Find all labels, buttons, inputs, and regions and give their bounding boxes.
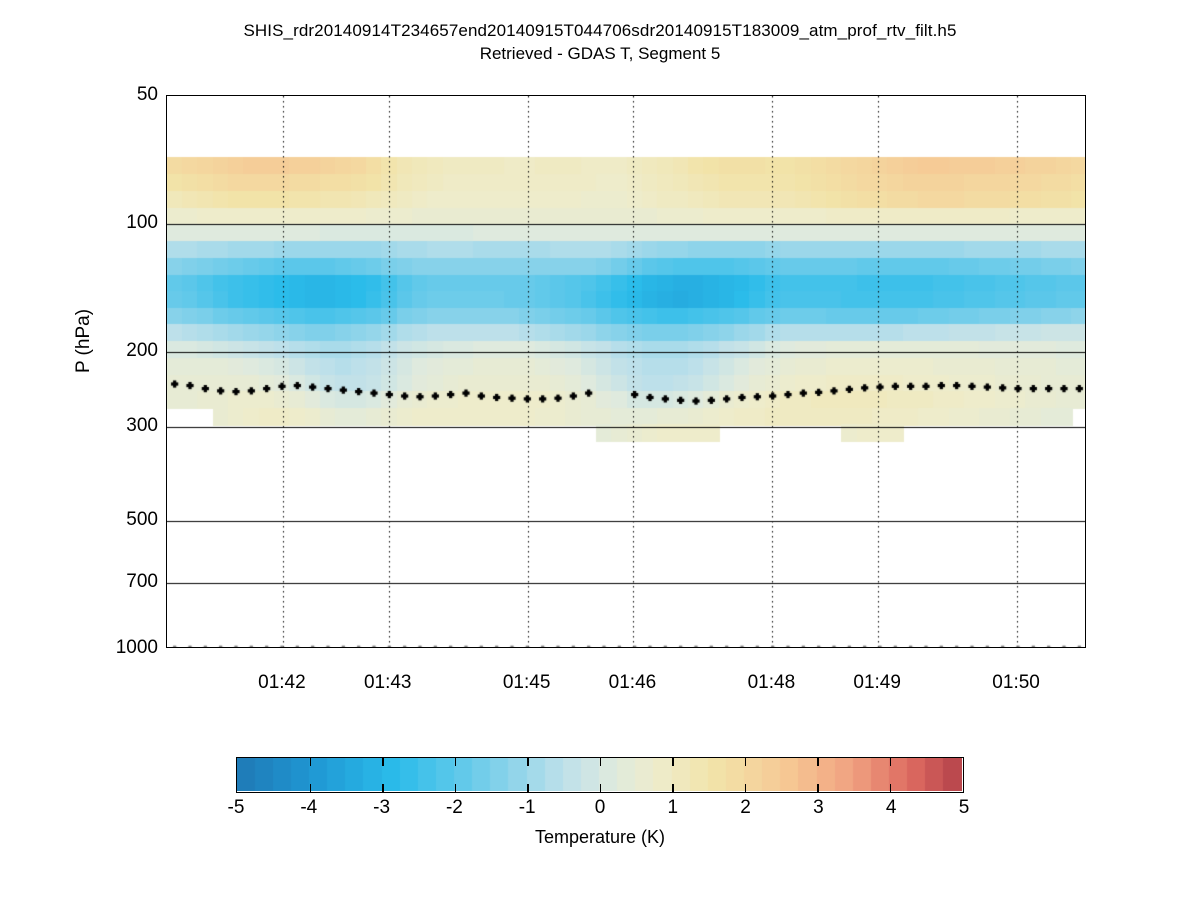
colorbar-tick-mark	[889, 758, 891, 766]
colorbar-title: Temperature (K)	[534, 827, 666, 847]
colorbar-tick-mark	[527, 784, 529, 792]
colorbar-tick-mark	[672, 758, 674, 766]
colorbar-tick-labels: -5 -4 -3 -2 -1 0 1 2 3 4 5	[228, 797, 970, 823]
x-axis-tick-01-48: 01:48	[747, 672, 796, 693]
colorbar-tick-label--3: -3	[373, 797, 391, 818]
x-axis-tick-01-49: 01:49	[853, 672, 901, 693]
heatmap-plot-area	[166, 95, 1086, 648]
colorbar-tick-mark	[817, 784, 819, 792]
x-axis-tick-01-45: 01:45	[502, 672, 551, 693]
colorbar-tick-mark	[744, 784, 746, 792]
colorbar-tick-label--1: -1	[518, 797, 536, 818]
colorbar-tick-mark	[309, 784, 311, 792]
colorbar-tick-mark	[599, 758, 601, 766]
colorbar-tick-mark	[672, 784, 674, 792]
chart-title-block: SHIS_rdr20140914T234657end20140915T04470…	[0, 20, 1200, 66]
x-axis-tick-01-42: 01:42	[258, 672, 306, 693]
colorbar-tick-mark	[889, 784, 891, 792]
colorbar-tick-label--5: -5	[227, 797, 245, 818]
y-axis-tick-300: 300	[126, 414, 158, 436]
y-axis-tick-labels: 50 100 200 300 500 700 1000	[86, 84, 158, 658]
y-axis-tick-200: 200	[126, 339, 158, 361]
colorbar[interactable]	[236, 757, 964, 793]
colorbar-tick-mark	[382, 758, 384, 766]
y-axis-tick-100: 100	[126, 211, 158, 233]
y-axis-tick-500: 500	[126, 509, 158, 531]
colorbar-tick-label--2: -2	[445, 797, 463, 818]
x-axis-tick-01-50: 01:50	[992, 672, 1040, 693]
colorbar-tick-mark	[599, 784, 601, 792]
x-axis-tick-01-43: 01:43	[363, 672, 412, 693]
x-axis-tick-01-46: 01:46	[608, 672, 657, 693]
colorbar-tick-mark	[454, 784, 456, 792]
x-axis-tick-labels: 01:42 01:43 01:45 01:46 01:48 01:49 01:50	[166, 672, 1086, 698]
page-title: SHIS_rdr20140914T234657end20140915T04470…	[243, 21, 957, 40]
colorbar-tick-label-0: 0	[594, 797, 606, 818]
colorbar-tick-mark	[454, 758, 456, 766]
colorbar-tick-mark	[382, 784, 384, 792]
colorbar-block: -5 -4 -3 -2 -1 0 1 2 3 4 5 Temperature (K)	[228, 757, 970, 848]
colorbar-tick-mark	[527, 758, 529, 766]
colorbar-tick-label-1: 1	[667, 797, 679, 818]
y-axis-title: P (hPa)	[73, 308, 94, 374]
colorbar-tick-label-4: 4	[885, 797, 897, 818]
profile-marker-layer	[167, 96, 1085, 647]
colorbar-tick-label-5: 5	[958, 797, 970, 818]
y-axis-tick-700: 700	[126, 571, 158, 593]
chart-subtitle: Retrieved - GDAS T, Segment 5	[479, 44, 721, 63]
colorbar-tick-mark	[817, 758, 819, 766]
colorbar-tick-label--4: -4	[300, 797, 318, 818]
colorbar-tick-label-3: 3	[813, 797, 824, 818]
colorbar-tick-mark	[744, 758, 746, 766]
colorbar-tick-mark	[309, 758, 311, 766]
y-axis-tick-1000: 1000	[115, 637, 158, 658]
y-axis-tick-50: 50	[136, 84, 158, 105]
colorbar-tick-label-2: 2	[740, 797, 751, 818]
